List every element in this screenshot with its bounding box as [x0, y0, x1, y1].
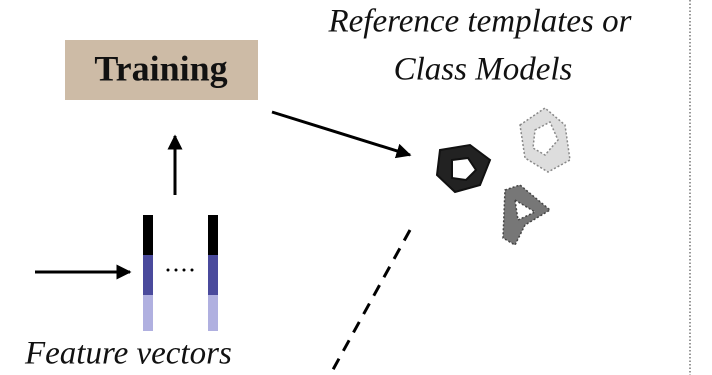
reference-line: Class Models — [394, 52, 573, 88]
training-label: Training — [94, 48, 227, 88]
feature-vector — [208, 215, 218, 331]
features-label: Feature vectors — [24, 336, 232, 372]
diagram: Training Reference templates or Class Mo… — [0, 0, 712, 375]
feature-vector — [143, 215, 153, 331]
reference-line: Reference templates or — [328, 4, 632, 40]
